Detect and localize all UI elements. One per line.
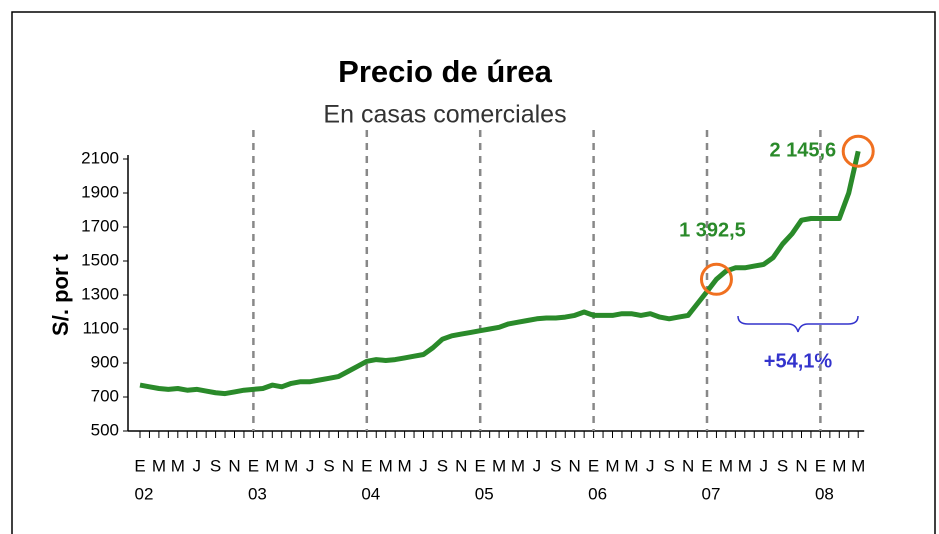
x-tick-label: J [192, 456, 201, 475]
year-label: 05 [475, 484, 494, 503]
x-tick-label: S [323, 456, 334, 475]
data-line [139, 150, 861, 397]
data-label: 1 392,5 [679, 220, 746, 242]
x-tick-label: M [605, 456, 619, 475]
chart-title: Precio de úrea [338, 54, 552, 89]
x-tick-label: E [815, 456, 826, 475]
x-tick-label: M [284, 456, 298, 475]
x-tick-label: S [550, 456, 561, 475]
data-label: 2 145,6 [769, 140, 836, 162]
y-axis-label: S/. por t [48, 253, 73, 336]
y-tick-label: 1500 [81, 250, 119, 269]
year-label: 03 [248, 484, 267, 503]
y-tick-label: 1300 [81, 284, 119, 303]
x-tick-label: J [419, 456, 428, 475]
x-tick-label: E [475, 456, 486, 475]
y-tick-label: 1700 [81, 216, 119, 235]
x-tick-label: M [832, 456, 846, 475]
brace [737, 315, 859, 333]
y-tick-label: 900 [91, 352, 119, 371]
x-tick-label: M [265, 456, 279, 475]
y-tick-label: 2100 [81, 148, 119, 167]
y-tick-label: 700 [91, 386, 119, 405]
y-tick-label: 1100 [82, 318, 119, 337]
x-tick-label: J [646, 456, 655, 475]
x-tick-label: N [228, 456, 240, 475]
x-tick-label: M [738, 456, 752, 475]
x-tick-label: M [398, 456, 412, 475]
year-label: 08 [815, 484, 834, 503]
year-label: 07 [702, 484, 721, 503]
x-tick-label: N [795, 456, 807, 475]
highlight-circle [841, 134, 875, 168]
x-tick-label: M [511, 456, 525, 475]
year-label: 02 [135, 484, 154, 503]
x-tick-label: S [210, 456, 221, 475]
x-tick-label: M [624, 456, 638, 475]
x-tick-label: M [492, 456, 506, 475]
x-tick-label: S [664, 456, 675, 475]
x-tick-label: M [379, 456, 393, 475]
x-tick-label: E [588, 456, 599, 475]
x-tick-label: J [306, 456, 315, 475]
x-tick-label: M [171, 456, 185, 475]
chart-subtitle: En casas comerciales [323, 101, 566, 129]
x-tick-label: S [437, 456, 448, 475]
y-tick-label: 1900 [81, 182, 119, 201]
year-label: 06 [588, 484, 607, 503]
y-tick-label: 500 [91, 420, 119, 439]
x-tick-label: S [777, 456, 788, 475]
x-tick-label: M [152, 456, 166, 475]
x-tick-label: N [682, 456, 694, 475]
annotation: +54,1% [764, 350, 833, 372]
x-tick-label: E [134, 456, 145, 475]
year-label: 04 [361, 484, 380, 503]
x-tick-label: N [342, 456, 354, 475]
x-tick-label: M [719, 456, 733, 475]
x-tick-label: J [533, 456, 542, 475]
frame [11, 11, 936, 534]
x-tick-label: E [361, 456, 372, 475]
x-tick-label: E [701, 456, 712, 475]
x-tick-label: J [759, 456, 768, 475]
x-tick-label: N [569, 456, 581, 475]
x-tick-label: E [248, 456, 259, 475]
x-tick-label: M [851, 456, 865, 475]
highlight-circle [699, 262, 733, 296]
x-tick-label: N [455, 456, 467, 475]
